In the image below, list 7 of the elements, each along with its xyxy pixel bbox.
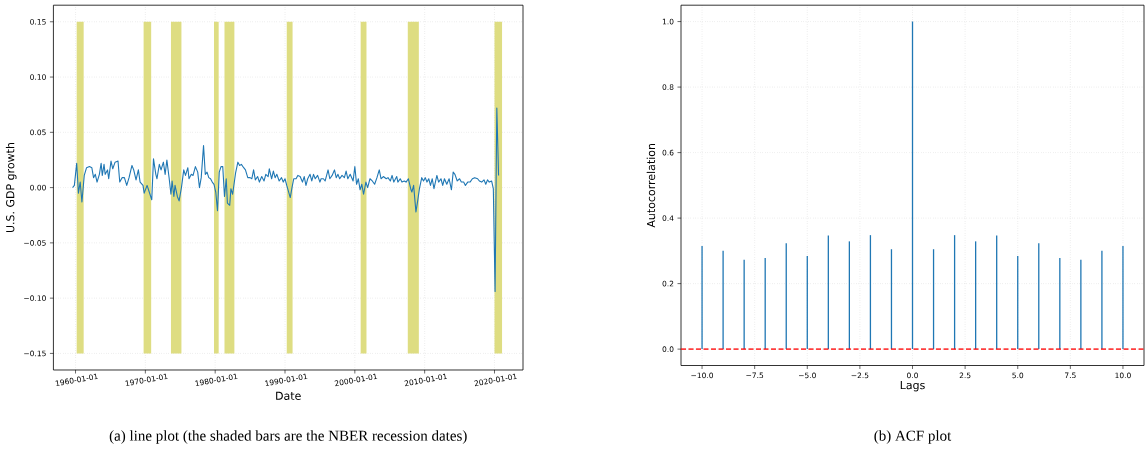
line-series: [72, 107, 500, 293]
y-axis-title: Autocorrelation: [646, 143, 656, 228]
text: (a) line plot (the shaded bars are the NBER recession dates): [109, 430, 467, 444]
x-axis-title: Lags: [900, 381, 925, 392]
x-axis-title: Date: [276, 391, 301, 400]
y-axis-title: U.S. GDP growth: [5, 143, 17, 233]
text: (b) ACF plot: [874, 430, 952, 444]
